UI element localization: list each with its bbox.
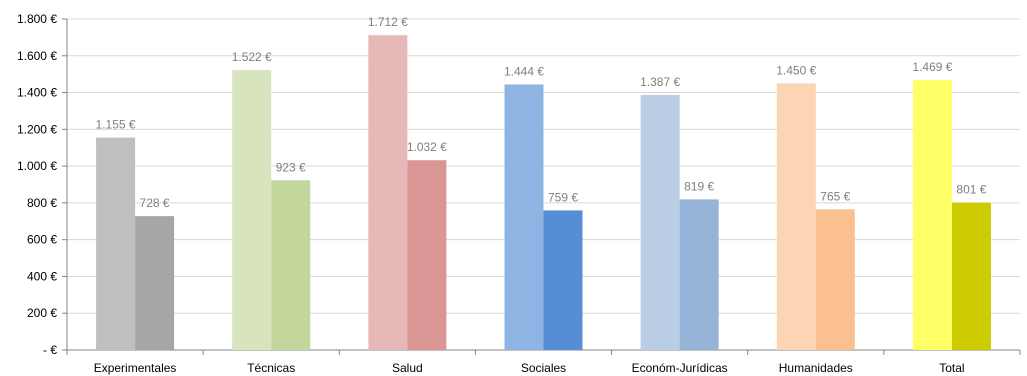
bar-second-series bbox=[271, 180, 311, 350]
y-tick-label: 1.000 € bbox=[17, 159, 57, 173]
data-label: 1.155 € bbox=[96, 118, 136, 132]
x-tick-label: Humanidades bbox=[779, 361, 853, 375]
data-label: 1.032 € bbox=[407, 140, 447, 154]
bar-second-series bbox=[951, 202, 991, 350]
data-label: 728 € bbox=[140, 196, 170, 210]
bar-first-series bbox=[232, 70, 272, 351]
data-label: 1.387 € bbox=[640, 75, 680, 89]
x-tick-label: Sociales bbox=[521, 361, 566, 375]
bar-second-series bbox=[135, 216, 175, 350]
bar-first-series bbox=[96, 137, 136, 350]
x-tick-label: Total bbox=[939, 361, 964, 375]
x-tick-label: Salud bbox=[392, 361, 423, 375]
bar-first-series bbox=[776, 83, 816, 350]
y-tick-label: 1.200 € bbox=[17, 122, 57, 136]
data-label: 923 € bbox=[276, 160, 306, 174]
x-tick-label: Experimentales bbox=[94, 361, 177, 375]
bar-second-series bbox=[815, 209, 855, 350]
y-tick-label: 1.400 € bbox=[17, 86, 57, 100]
bar-second-series bbox=[407, 160, 447, 350]
data-label: 1.522 € bbox=[232, 50, 272, 64]
y-tick-label: - € bbox=[43, 343, 57, 357]
x-tick-label: Técnicas bbox=[247, 361, 295, 375]
bar-second-series bbox=[679, 199, 719, 350]
x-tick-label: Económ-Jurídicas bbox=[632, 361, 728, 375]
data-label: 759 € bbox=[548, 190, 578, 204]
y-tick-label: 800 € bbox=[27, 196, 57, 210]
data-label: 801 € bbox=[956, 183, 986, 197]
bar-first-series bbox=[368, 35, 408, 350]
y-tick-label: 1.600 € bbox=[17, 49, 57, 63]
data-label: 765 € bbox=[820, 189, 850, 203]
data-label: 1.450 € bbox=[776, 63, 816, 77]
bar-second-series bbox=[543, 210, 583, 350]
bar-first-series bbox=[504, 84, 544, 350]
y-tick-label: 600 € bbox=[27, 233, 57, 247]
y-tick-label: 1.800 € bbox=[17, 12, 57, 26]
bar-first-series bbox=[912, 79, 952, 351]
bar-first-series bbox=[640, 94, 680, 351]
data-label: 1.469 € bbox=[912, 60, 952, 74]
data-label: 1.712 € bbox=[368, 15, 408, 29]
y-tick-label: 200 € bbox=[27, 306, 57, 320]
data-label: 1.444 € bbox=[504, 64, 544, 78]
data-label: 819 € bbox=[684, 179, 714, 193]
y-tick-label: 400 € bbox=[27, 269, 57, 283]
